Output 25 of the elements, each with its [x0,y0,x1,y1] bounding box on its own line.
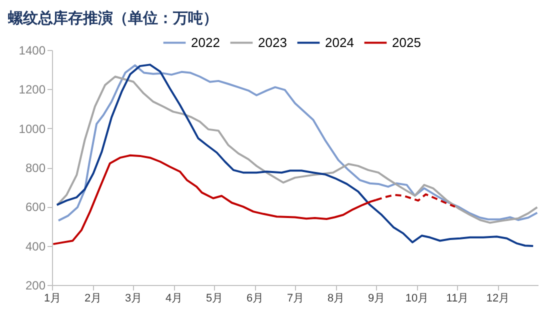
legend-label: 2024 [325,34,354,50]
x-tick-label: 11月 [446,292,469,304]
y-tick-label: 1200 [18,82,46,97]
x-tick-label: 10月 [405,292,429,304]
legend-label: 2025 [392,34,421,50]
x-tick-label: 2月 [84,292,102,304]
x-tick-label: 1月 [44,292,62,304]
x-tick-label: 5月 [206,292,224,304]
y-tick-label: 200 [25,278,46,292]
x-tick-label: 12月 [486,292,510,304]
y-tick-label: 800 [25,161,46,175]
y-tick-label: 400 [25,239,46,254]
x-tick-label: 4月 [165,292,183,304]
y-tick-label: 600 [25,200,46,214]
line-series [56,64,534,248]
x-tick-label: 7月 [286,292,304,304]
legend-label: 2023 [258,34,287,50]
chart-title: 螺纹总库存推演（单位：万吨） [7,9,218,27]
y-tick-label: 1000 [18,122,46,136]
x-tick-label: 9月 [368,292,386,304]
y-tick-label: 1400 [18,44,46,58]
legend-label: 2022 [191,34,220,50]
x-tick-label: 8月 [327,292,345,304]
x-tick-label: 3月 [124,292,142,304]
x-tick-label: 6月 [246,292,264,304]
